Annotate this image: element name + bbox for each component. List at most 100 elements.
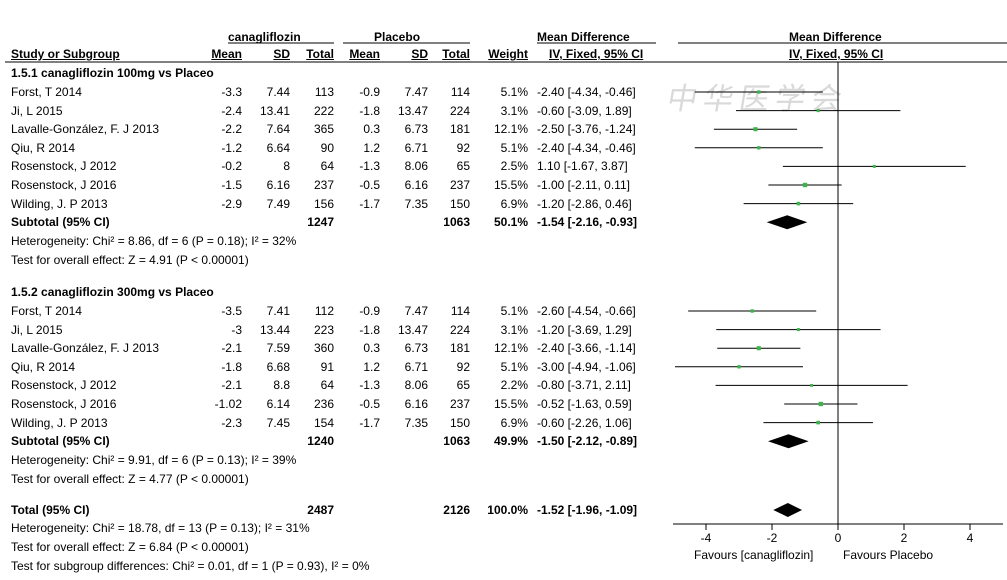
total-label: Total (95% CI) xyxy=(11,503,90,517)
plot-method-header: IV, Fixed, 95% CI xyxy=(789,47,884,61)
overall-effect: Test for overall effect: Z = 4.77 (P < 0… xyxy=(11,472,249,487)
cell-sd2: 6.16 xyxy=(404,397,428,411)
cell-n1: 113 xyxy=(314,85,334,99)
study-name: Forst, T 2014 xyxy=(11,304,82,318)
total-weight: 100.0% xyxy=(487,503,528,517)
subtotal-ci: -1.50 [-2.12, -0.89] xyxy=(537,434,638,449)
x-tick-label: 2 xyxy=(901,531,908,545)
cell-sd2: 6.71 xyxy=(404,359,428,374)
point-estimate xyxy=(757,90,761,94)
total-n2: 2126 xyxy=(443,503,470,517)
cell-m1: -3 xyxy=(231,322,242,337)
study-name: Rosenstock, J 2012 xyxy=(11,159,117,174)
cell-sd2: 6.71 xyxy=(404,140,428,155)
cell-sd2: 7.47 xyxy=(404,304,428,318)
cell-ci: -0.80 [-3.71, 2.11] xyxy=(537,378,631,393)
cell-ci: -0.52 [-1.63, 0.59] xyxy=(537,397,632,411)
cell-n1: 156 xyxy=(313,196,334,211)
subtotal-ci: -1.54 [-2.16, -0.93] xyxy=(537,215,638,230)
subtotal-n1: 1240 xyxy=(307,434,334,449)
cell-n1: 365 xyxy=(313,122,334,137)
col-total1-header: Total xyxy=(306,47,334,61)
study-name: Ji, L 2015 xyxy=(11,322,63,337)
cell-n2: 92 xyxy=(456,140,470,155)
study-name: Lavalle-González, F. J 2013 xyxy=(11,341,160,356)
cell-w: 3.1% xyxy=(500,103,528,118)
point-estimate xyxy=(810,383,814,387)
study-name: Rosenstock, J 2016 xyxy=(11,397,117,411)
point-estimate xyxy=(802,182,808,188)
cell-n2: 65 xyxy=(456,378,470,393)
point-estimate xyxy=(816,420,820,425)
plot-title: Mean Difference xyxy=(789,30,882,44)
cell-sd1: 6.14 xyxy=(266,397,290,411)
heterogeneity: Heterogeneity: Chi² = 8.86, df = 6 (P = … xyxy=(11,234,297,249)
cell-n1: 91 xyxy=(320,359,334,374)
cell-sd1: 7.45 xyxy=(266,415,290,430)
study-name: Lavalle-González, F. J 2013 xyxy=(11,122,160,137)
cell-sd1: 7.59 xyxy=(266,341,290,356)
cell-m1: -3.5 xyxy=(221,304,242,318)
x-tick-label: 0 xyxy=(835,531,842,545)
study-name: Forst, T 2014 xyxy=(11,85,82,99)
x-tick-label: -2 xyxy=(767,531,778,545)
cell-n1: 90 xyxy=(320,140,334,155)
cell-m1: -2.1 xyxy=(221,341,242,356)
cell-n2: 114 xyxy=(450,304,470,318)
point-estimate xyxy=(756,346,761,351)
group2-header: Placebo xyxy=(374,30,421,44)
cell-ci: 1.10 [-1.67, 3.87] xyxy=(537,159,628,174)
cell-m2: -1.8 xyxy=(359,103,380,118)
study-name: Qiu, R 2014 xyxy=(11,140,76,155)
cell-w: 5.1% xyxy=(500,304,528,318)
cell-m1: -0.2 xyxy=(221,159,242,174)
cell-w: 5.1% xyxy=(500,359,528,374)
cell-sd2: 7.35 xyxy=(404,415,428,430)
cell-m1: -2.1 xyxy=(221,378,242,393)
cell-m1: -1.5 xyxy=(221,178,242,192)
cell-w: 5.1% xyxy=(500,85,528,99)
cell-ci: -2.40 [-4.34, -0.46] xyxy=(537,140,636,155)
point-estimate xyxy=(753,127,758,132)
cell-ci: -0.60 [-2.26, 1.06] xyxy=(537,415,632,430)
cell-sd2: 8.06 xyxy=(404,378,428,393)
cell-sd1: 13.41 xyxy=(260,103,291,118)
cell-ci: -2.40 [-3.66, -1.14] xyxy=(537,341,636,356)
cell-w: 2.5% xyxy=(500,159,528,174)
cell-sd2: 7.47 xyxy=(404,85,428,99)
study-name: Qiu, R 2014 xyxy=(11,359,76,374)
cell-m2: -1.7 xyxy=(359,196,380,211)
cell-sd1: 7.49 xyxy=(266,196,290,211)
cell-n1: 360 xyxy=(313,341,334,356)
cell-w: 12.1% xyxy=(493,122,528,137)
cell-sd2: 6.73 xyxy=(404,341,428,356)
total-overall-effect: Test for overall effect: Z = 6.84 (P < 0… xyxy=(11,540,249,554)
cell-w: 15.5% xyxy=(493,178,528,192)
cell-sd2: 6.73 xyxy=(404,122,428,137)
cell-w: 3.1% xyxy=(500,322,528,337)
col-sd1-header: SD xyxy=(273,47,290,61)
cell-w: 15.5% xyxy=(493,397,528,411)
point-estimate xyxy=(818,401,824,407)
cell-ci: -3.00 [-4.94, -1.06] xyxy=(537,359,636,374)
cell-n2: 224 xyxy=(449,322,470,337)
col-mean1-header: Mean xyxy=(211,47,242,61)
point-estimate xyxy=(757,146,761,150)
cell-n2: 150 xyxy=(449,415,470,430)
point-estimate xyxy=(796,328,800,332)
cell-ci: -2.50 [-3.76, -1.24] xyxy=(537,122,636,137)
cell-m2: -0.9 xyxy=(359,85,380,99)
cell-n1: 223 xyxy=(313,322,334,337)
heterogeneity: Heterogeneity: Chi² = 9.91, df = 6 (P = … xyxy=(11,453,297,468)
cell-m2: -0.9 xyxy=(359,304,380,318)
col-sd2-header: SD xyxy=(411,47,428,61)
subtotal-n2: 1063 xyxy=(443,215,470,230)
cell-sd1: 7.41 xyxy=(266,304,290,318)
study-name: Wilding, J. P 2013 xyxy=(11,415,108,430)
cell-n2: 65 xyxy=(456,159,470,174)
summary-diamond xyxy=(766,215,808,230)
cell-n2: 237 xyxy=(449,178,470,192)
cell-m1: -2.3 xyxy=(221,415,242,430)
cell-w: 12.1% xyxy=(493,341,528,356)
study-name: Rosenstock, J 2016 xyxy=(11,178,117,192)
